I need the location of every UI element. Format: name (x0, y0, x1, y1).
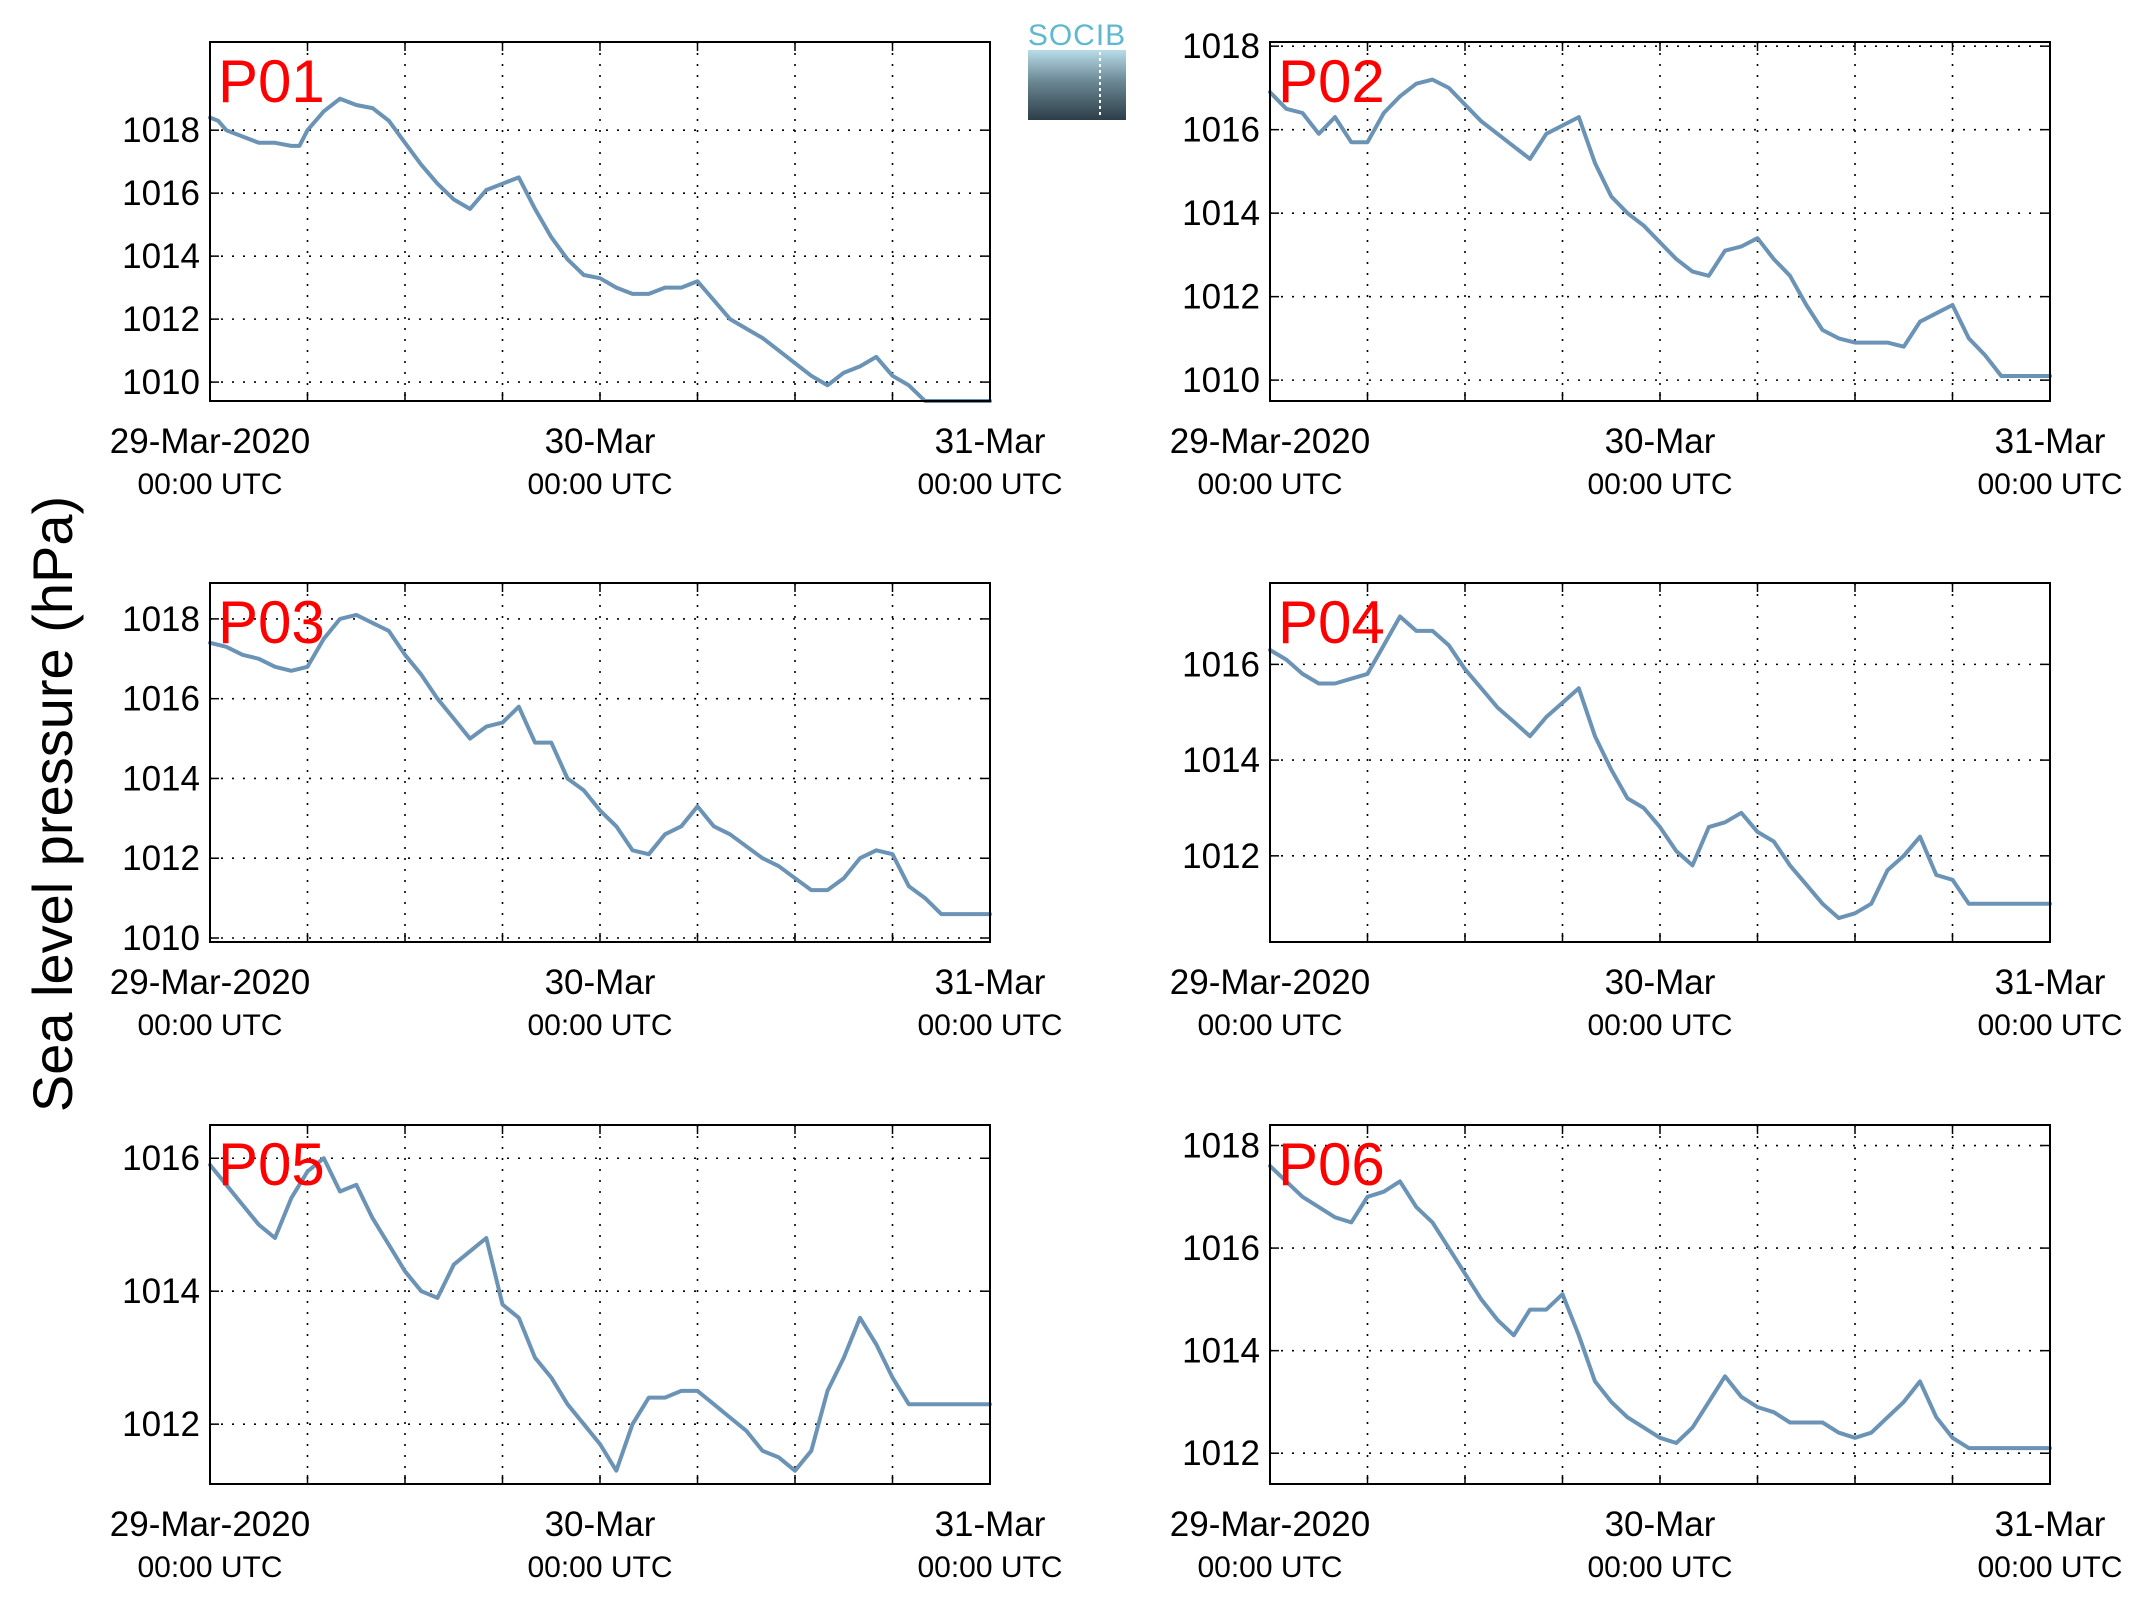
y-tick-label: 1016 (122, 680, 200, 719)
y-tick-label: 1014 (1182, 1332, 1260, 1371)
logo-text: SOCIB (1028, 19, 1126, 52)
series-line-p03 (208, 612, 992, 917)
panel-label: P02 (1278, 48, 1385, 115)
x-tick-label: 29-Mar-2020 (1170, 963, 1370, 1002)
series-line-p05 (208, 1156, 992, 1473)
x-tick-sublabel: 00:00 UTC (137, 468, 282, 501)
x-tick-label: 31-Mar (1995, 963, 2106, 1002)
x-tick-label: 30-Mar (545, 422, 656, 461)
axes-box (1269, 41, 2051, 402)
x-tick-label: 29-Mar-2020 (110, 1505, 310, 1544)
chart-panel-p03: 1010 1012 1014 1016 1018 P03 29-Mar-2020 00:00 … (110, 582, 1063, 1042)
x-tick-label: 29-Mar-2020 (110, 963, 310, 1002)
x-tick-sublabel: 00:00 UTC (1977, 1551, 2122, 1584)
x-tick-sublabel: 00:00 UTC (1587, 1009, 1732, 1042)
x-tick-sublabel: 00:00 UTC (527, 1551, 672, 1584)
x-tick-label: 29-Mar-2020 (1170, 1505, 1370, 1544)
y-tick-label: 1016 (1182, 1229, 1260, 1268)
x-tick-sublabel: 00:00 UTC (917, 1551, 1062, 1584)
chart-panel-p02: 1010 1012 1014 1016 1018 P02 29-Mar-2020 00:00 … (1170, 27, 2123, 501)
y-tick-label: 1012 (122, 1405, 200, 1444)
x-tick-sublabel: 00:00 UTC (1977, 468, 2122, 501)
y-tick-label: 1010 (1182, 361, 1260, 400)
y-tick-label: 1018 (1182, 1127, 1260, 1166)
x-tick-label: 31-Mar (935, 1505, 1046, 1544)
panel-label: P05 (218, 1131, 325, 1198)
chart-panel-p05: 1012 1014 1016 P05 29-Mar-2020 00:00 UTC 30-Ma… (110, 1124, 1063, 1584)
chart-panel-p06: 1012 1014 1016 1018 P06 29-Mar-2020 00:00 UTC 3… (1170, 1124, 2123, 1584)
panel-label: P04 (1278, 589, 1385, 656)
x-tick-label: 30-Mar (1605, 422, 1716, 461)
panel-label: P01 (218, 48, 325, 115)
x-tick-sublabel: 00:00 UTC (1587, 1551, 1732, 1584)
y-tick-label: 1012 (122, 300, 200, 339)
x-tick-sublabel: 00:00 UTC (1197, 468, 1342, 501)
y-tick-label: 1014 (1182, 194, 1260, 233)
x-tick-sublabel: 00:00 UTC (917, 1009, 1062, 1042)
x-tick-sublabel: 00:00 UTC (527, 468, 672, 501)
x-tick-label: 31-Mar (935, 963, 1046, 1002)
series-line-p04 (1268, 614, 2052, 921)
x-tick-label: 30-Mar (1605, 1505, 1716, 1544)
y-tick-label: 1018 (1182, 27, 1260, 66)
chart-panel-p01: 1010 1012 1014 1016 1018 P01 29-Mar-2020 00:00 … (110, 41, 1063, 501)
x-tick-label: 29-Mar-2020 (110, 422, 310, 461)
x-tick-sublabel: 00:00 UTC (137, 1551, 282, 1584)
y-tick-label: 1016 (1182, 645, 1260, 684)
y-tick-label: 1010 (122, 363, 200, 402)
x-tick-sublabel: 00:00 UTC (137, 1009, 282, 1042)
y-tick-label: 1016 (122, 174, 200, 213)
y-tick-label: 1016 (1182, 111, 1260, 150)
panel-label: P03 (218, 589, 325, 656)
axes-box (1269, 1124, 2051, 1485)
panel-label: P06 (1278, 1131, 1385, 1198)
x-tick-label: 30-Mar (1605, 963, 1716, 1002)
y-tick-label: 1012 (122, 839, 200, 878)
y-tick-label: 1012 (1182, 1434, 1260, 1473)
y-tick-label: 1014 (1182, 741, 1260, 780)
y-tick-label: 1014 (122, 1272, 200, 1311)
axes-box (209, 1124, 991, 1485)
chart-panel-p04: 1012 1014 1016 P04 29-Mar-2020 00:00 UTC 30-Ma… (1170, 582, 2123, 1042)
x-tick-sublabel: 00:00 UTC (1197, 1009, 1342, 1042)
y-tick-label: 1010 (122, 919, 200, 958)
y-tick-label: 1014 (122, 759, 200, 798)
x-tick-label: 29-Mar-2020 (1170, 422, 1370, 461)
x-tick-sublabel: 00:00 UTC (1197, 1551, 1342, 1584)
series-line-p06 (1268, 1164, 2052, 1451)
y-axis-label: Sea level pressure (hPa) (21, 496, 84, 1112)
x-tick-label: 31-Mar (935, 422, 1046, 461)
axes-box (209, 41, 991, 402)
y-tick-label: 1018 (122, 600, 200, 639)
series-line-p02 (1268, 77, 2052, 378)
y-tick-label: 1012 (1182, 278, 1260, 317)
series-line-p01 (208, 96, 992, 403)
y-tick-label: 1014 (122, 237, 200, 276)
x-tick-sublabel: 00:00 UTC (1587, 468, 1732, 501)
y-tick-label: 1016 (122, 1139, 200, 1178)
x-tick-sublabel: 00:00 UTC (917, 468, 1062, 501)
x-tick-label: 30-Mar (545, 1505, 656, 1544)
socib-logo: SOCIB (1028, 19, 1126, 120)
x-tick-sublabel: 00:00 UTC (527, 1009, 672, 1042)
x-tick-label: 31-Mar (1995, 422, 2106, 461)
x-tick-sublabel: 00:00 UTC (1977, 1009, 2122, 1042)
x-tick-label: 31-Mar (1995, 1505, 2106, 1544)
x-tick-label: 30-Mar (545, 963, 656, 1002)
y-tick-label: 1012 (1182, 837, 1260, 876)
axes-box (209, 582, 991, 943)
axes-box (1269, 582, 2051, 943)
y-tick-label: 1018 (122, 111, 200, 150)
